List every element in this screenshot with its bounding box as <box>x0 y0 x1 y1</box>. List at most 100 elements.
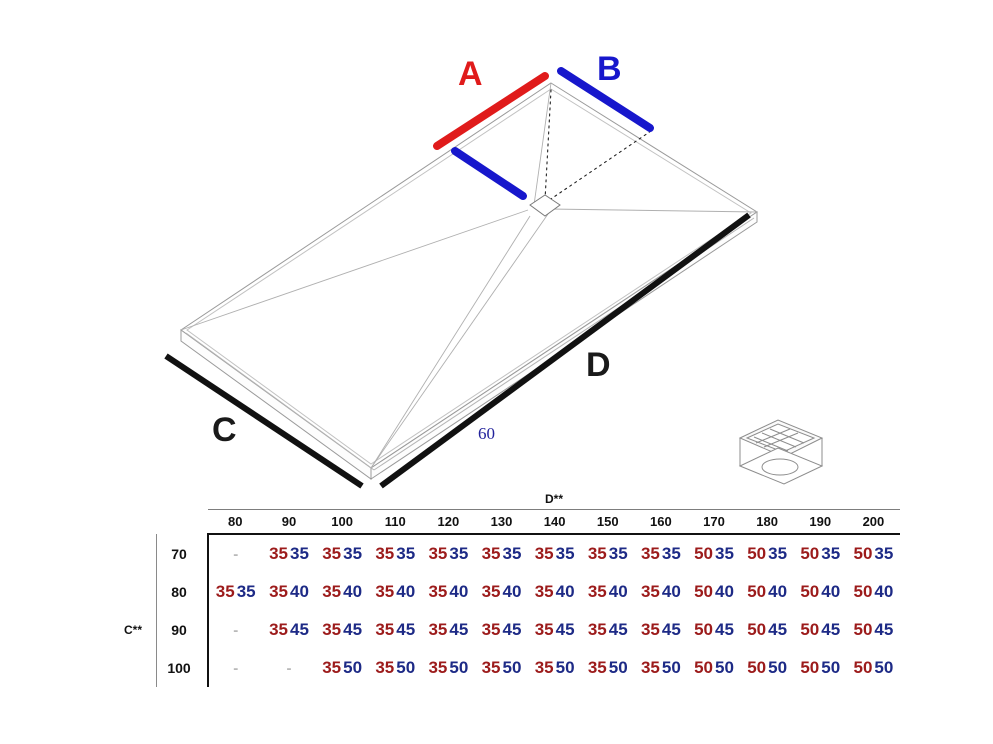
cell-value-b: 40 <box>396 582 416 601</box>
column-header-90: 90 <box>281 513 297 529</box>
cell-value-b: 45 <box>715 620 734 639</box>
cell-c70-d110: 35 35 <box>369 534 422 573</box>
cell-value-b: 50 <box>821 658 841 677</box>
table-row: 70-35 35 35 35 35 35 35 35 35 35 35 35 35 35 35 35 50 35 5… <box>110 534 900 573</box>
cell-value-a: 35 <box>534 544 554 563</box>
cell-value-b: 50 <box>715 658 734 677</box>
cell-value-a: 35 <box>481 620 501 639</box>
cell-c100-d120: 35 50 <box>422 649 475 687</box>
cell-value-b: 50 <box>608 658 628 677</box>
drain-grate-icon <box>738 419 824 485</box>
cell-value-a: 35 <box>375 658 395 677</box>
table-row: 80 35 35 35 40 35 40 35 40 35 40 35 40 35 40 35 40 35 40 50… <box>110 573 900 611</box>
cell-c90-d80: - <box>208 611 262 649</box>
cell-c70-d100: 35 35 <box>316 534 369 573</box>
cell-c80-d90: 35 40 <box>262 573 315 611</box>
column-header-170: 170 <box>703 513 725 529</box>
table-row: 100- -35 50 35 50 35 50 35 50 35 50 35 50 35 50 50 50 50 5… <box>110 649 900 687</box>
corner-blank-1 <box>110 492 157 508</box>
tray-slope-lines <box>180 82 758 469</box>
cell-value-a: 35 <box>269 544 289 563</box>
cell-value-a: 35 <box>587 658 607 677</box>
cell-value-a: 50 <box>694 582 714 601</box>
cell-value-a: 35 <box>322 658 342 677</box>
cell-value-b: 45 <box>502 620 522 639</box>
cell-value-a: 50 <box>853 582 873 601</box>
cell-value-a: 50 <box>800 582 820 601</box>
cell-empty-dash: - <box>233 660 239 677</box>
column-header-120: 120 <box>437 513 460 529</box>
cell-value-a: 35 <box>640 544 660 563</box>
cell-value-a: 35 <box>587 582 607 601</box>
slope-line-top-left <box>533 82 552 206</box>
cell-value-a: 35 <box>322 582 342 601</box>
cell-empty-dash: - <box>286 660 292 677</box>
tray-rim-inner-left <box>185 332 375 471</box>
cell-value-b: 35 <box>768 544 788 563</box>
cell-value-b: 50 <box>502 658 522 677</box>
cell-c90-d100: 35 45 <box>316 611 369 649</box>
cell-value-a: 50 <box>694 620 714 639</box>
cell-value-a: 50 <box>747 658 767 677</box>
cell-value-b: 40 <box>449 582 469 601</box>
cell-c90-d200: 50 45 <box>847 611 900 649</box>
cell-value-a: 35 <box>640 620 660 639</box>
tray-hidden-lines <box>544 89 652 204</box>
dimension-line-d <box>379 212 751 489</box>
cell-c80-d170: 50 40 <box>687 573 740 611</box>
row-header-80: 80 <box>156 573 209 611</box>
cell-value-a: 50 <box>853 620 873 639</box>
cell-c90-d150: 35 45 <box>581 611 634 649</box>
tray-rim-outline <box>186 88 752 465</box>
col-axis-label-row: D** <box>110 492 900 508</box>
slope-line-bottom <box>370 215 531 469</box>
column-header-200: 200 <box>862 513 885 529</box>
column-header-row: 80 90 100 110 120 130 140 150 160 170 180 190 200 <box>110 510 900 533</box>
cell-c70-d180: 50 35 <box>741 534 794 573</box>
cell-value-b: 50 <box>449 658 469 677</box>
cell-value-b: 50 <box>343 658 363 677</box>
cell-value-a: 50 <box>747 544 767 563</box>
cell-c100-d150: 35 50 <box>581 649 634 687</box>
cell-value-a: 35 <box>481 582 501 601</box>
row-header-70: 70 <box>156 534 209 573</box>
cell-c90-d180: 50 45 <box>741 611 794 649</box>
cell-value-b: 35 <box>555 544 575 563</box>
row-axis-label-cell <box>110 649 157 687</box>
cell-value-a: 35 <box>428 658 448 677</box>
column-header-130: 130 <box>490 513 513 529</box>
cell-value-b: 50 <box>768 658 788 677</box>
column-header-150: 150 <box>596 513 619 529</box>
cell-c100-d110: 35 50 <box>369 649 422 687</box>
dimension-line-b-upper <box>557 67 654 132</box>
row-axis-label-cell: C** <box>123 623 142 637</box>
cell-value-b: 45 <box>290 620 309 639</box>
dimension-line-c <box>164 353 364 489</box>
column-header-140: 140 <box>543 513 566 529</box>
cell-value-b: 35 <box>343 544 363 563</box>
slope-line-bottom-right <box>370 213 549 469</box>
cell-c80-d120: 35 40 <box>422 573 475 611</box>
cell-value-b: 35 <box>874 544 894 563</box>
shower-tray-isometric-drawing <box>164 67 758 489</box>
cell-c80-d180: 50 40 <box>741 573 794 611</box>
cell-c100-d190: 50 50 <box>794 649 847 687</box>
cell-value-b: 35 <box>821 544 841 563</box>
cell-value-b: 45 <box>821 620 841 639</box>
col-head-corner-b <box>157 510 209 533</box>
column-header-180: 180 <box>756 513 778 529</box>
cell-c80-d190: 50 40 <box>794 573 847 611</box>
column-header-80: 80 <box>227 513 243 529</box>
cell-c100-d80: - <box>208 649 262 687</box>
cell-value-b: 40 <box>874 582 894 601</box>
cell-value-b: 45 <box>555 620 575 639</box>
cell-value-b: 40 <box>768 582 788 601</box>
cell-value-b: 50 <box>555 658 575 677</box>
cell-c100-d130: 35 50 <box>475 649 528 687</box>
cell-c90-d160: 35 45 <box>634 611 687 649</box>
cell-value-a: 50 <box>694 544 714 563</box>
cell-c70-d150: 35 35 <box>581 534 634 573</box>
cell-value-a: 35 <box>322 544 342 563</box>
cell-value-a: 50 <box>853 658 873 677</box>
cell-c80-d130: 35 40 <box>475 573 528 611</box>
